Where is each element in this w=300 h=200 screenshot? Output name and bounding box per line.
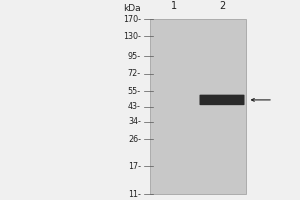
Text: 43-: 43- bbox=[128, 102, 141, 111]
Text: 17-: 17- bbox=[128, 162, 141, 171]
Text: 130-: 130- bbox=[123, 32, 141, 41]
Text: 72-: 72- bbox=[128, 69, 141, 78]
Text: 2: 2 bbox=[219, 1, 225, 11]
Text: 170-: 170- bbox=[123, 15, 141, 24]
Text: 34-: 34- bbox=[128, 117, 141, 126]
Text: 95-: 95- bbox=[128, 52, 141, 61]
Text: 1: 1 bbox=[171, 1, 177, 11]
Text: kDa: kDa bbox=[123, 4, 141, 13]
FancyBboxPatch shape bbox=[150, 19, 246, 194]
FancyBboxPatch shape bbox=[200, 95, 244, 105]
Text: 55-: 55- bbox=[128, 87, 141, 96]
Text: 11-: 11- bbox=[128, 190, 141, 199]
Text: 26-: 26- bbox=[128, 135, 141, 144]
